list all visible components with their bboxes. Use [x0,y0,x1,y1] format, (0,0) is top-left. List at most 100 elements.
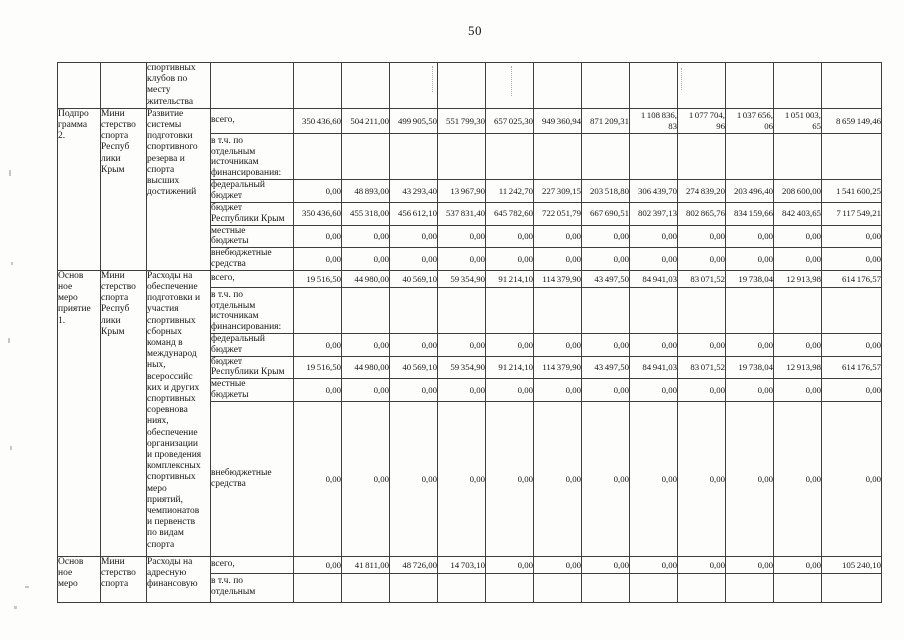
amount-cell [389,62,438,109]
amount-cell: 0,00 [485,378,534,402]
amount-cell: 614 176,57 [821,269,882,288]
amount-cell: 1 108 836, 83 [629,107,678,134]
funding-source-label: всего, [210,269,294,288]
amount-cell: 8 659 149,46 [821,107,882,134]
amount-cell: 0,00 [485,400,534,557]
amount-cell: 0,00 [341,378,390,402]
amount-cell: 0,00 [293,332,342,357]
amount-cell: 40 569,10 [389,269,438,288]
amount-cell: 455 318,00 [341,201,390,226]
amount-cell: 0,00 [341,400,390,557]
amount-cell: 0,00 [533,224,582,249]
amount-cell: 0,00 [677,555,726,574]
amount-cell: 11 242,70 [485,179,534,203]
amount-cell [581,286,630,334]
amount-cell: 1 541 600,25 [821,179,882,203]
amount-cell [485,572,534,603]
amount-cell: 0,00 [341,247,390,271]
amount-cell: 0,00 [725,378,774,402]
amount-cell: 306 439,70 [629,179,678,203]
scan-artifact [432,66,433,92]
amount-cell [293,572,342,603]
amount-cell: 842 403,65 [773,201,822,226]
amount-cell: 551 799,30 [437,107,486,134]
amount-cell [773,286,822,334]
amount-cell [485,286,534,334]
table-row: федеральный бюджет 0,00 48 893,00 43 293,40… [58,179,882,203]
table-row: Основ ное меро приятие 1. Мини стерство с… [57,269,882,557]
amount-cell: 44 980,00 [341,355,390,380]
amount-cell [533,132,582,181]
amount-cell: 0,00 [677,332,726,357]
funding-source-label: всего, [210,555,294,574]
amount-cell: 0,00 [293,378,342,402]
amount-cell [821,286,882,334]
ministry-cell [100,62,147,109]
amount-cell: 0,00 [821,247,882,271]
amount-cell: 14 703,10 [437,555,486,574]
amount-cell: 499 905,50 [389,107,438,134]
amount-cell: 0,00 [485,224,534,249]
budget-table-body: спортивных клубов по месту жительства Под… [57,62,882,603]
amount-cell: 0,00 [581,224,630,249]
funding-source-label: в т.ч. по отдельным источникам финансиро… [210,132,294,181]
amount-cell: 871 209,31 [581,107,630,134]
activity-cell: Расходы на обеспечение подготовки и учас… [146,269,211,557]
amount-cell [437,572,486,603]
amount-cell [389,132,438,181]
amount-cell: 0,00 [581,378,630,402]
amount-cell: 91 214,10 [485,355,534,380]
amount-cell [293,132,342,181]
amount-cell [341,62,390,109]
amount-cell: 0,00 [629,555,678,574]
amount-cell: 0,00 [341,224,390,249]
amount-cell: 0,00 [629,332,678,357]
amount-cell: 1 037 656, 06 [725,107,774,134]
ministry-cell: Мини стерство спорта [100,555,147,603]
scan-speckle [11,262,13,265]
amount-cell [533,572,582,603]
funding-source-label [210,62,294,109]
amount-cell [821,62,882,109]
amount-cell: 48 893,00 [341,179,390,203]
amount-cell: 19 516,50 [293,269,342,288]
amount-cell [677,132,726,181]
amount-cell [773,132,822,181]
amount-cell: 0,00 [533,555,582,574]
amount-cell: 802 397,13 [629,201,678,226]
amount-cell: 84 941,03 [629,269,678,288]
amount-cell [389,572,438,603]
funding-source-label: бюджет Республики Крым [210,355,294,380]
amount-cell: 41 811,00 [341,555,390,574]
amount-cell: 105 240,10 [821,555,882,574]
scan-speckle [10,446,12,450]
amount-cell [293,62,342,109]
amount-cell: 0,00 [725,332,774,357]
amount-cell [533,62,582,109]
amount-cell: 0,00 [773,224,822,249]
funding-source-label: в т.ч. по отдельным источникам финансиро… [210,286,294,334]
amount-cell: 19 738,04 [725,355,774,380]
amount-cell: 0,00 [821,378,882,402]
amount-cell: 0,00 [533,400,582,557]
funding-source-label: внебюджетные средства [210,247,294,271]
activity-cell: Развитие системы подготовки спортивного … [146,107,211,271]
amount-cell: 0,00 [341,332,390,357]
amount-cell: 802 865,76 [677,201,726,226]
amount-cell: 48 726,00 [389,555,438,574]
amount-cell: 43 497,50 [581,355,630,380]
amount-cell: 0,00 [293,179,342,203]
amount-cell [677,62,726,109]
amount-cell: 0,00 [437,332,486,357]
program-cell: Основ ное меро приятие 1. [57,269,101,557]
amount-cell: 0,00 [725,224,774,249]
amount-cell [629,286,678,334]
amount-cell: 657 025,30 [485,107,534,134]
amount-cell: 0,00 [677,378,726,402]
amount-cell [293,286,342,334]
amount-cell: 0,00 [725,555,774,574]
scan-artifact [681,68,682,90]
amount-cell: 0,00 [437,400,486,557]
amount-cell: 350 436,60 [293,201,342,226]
